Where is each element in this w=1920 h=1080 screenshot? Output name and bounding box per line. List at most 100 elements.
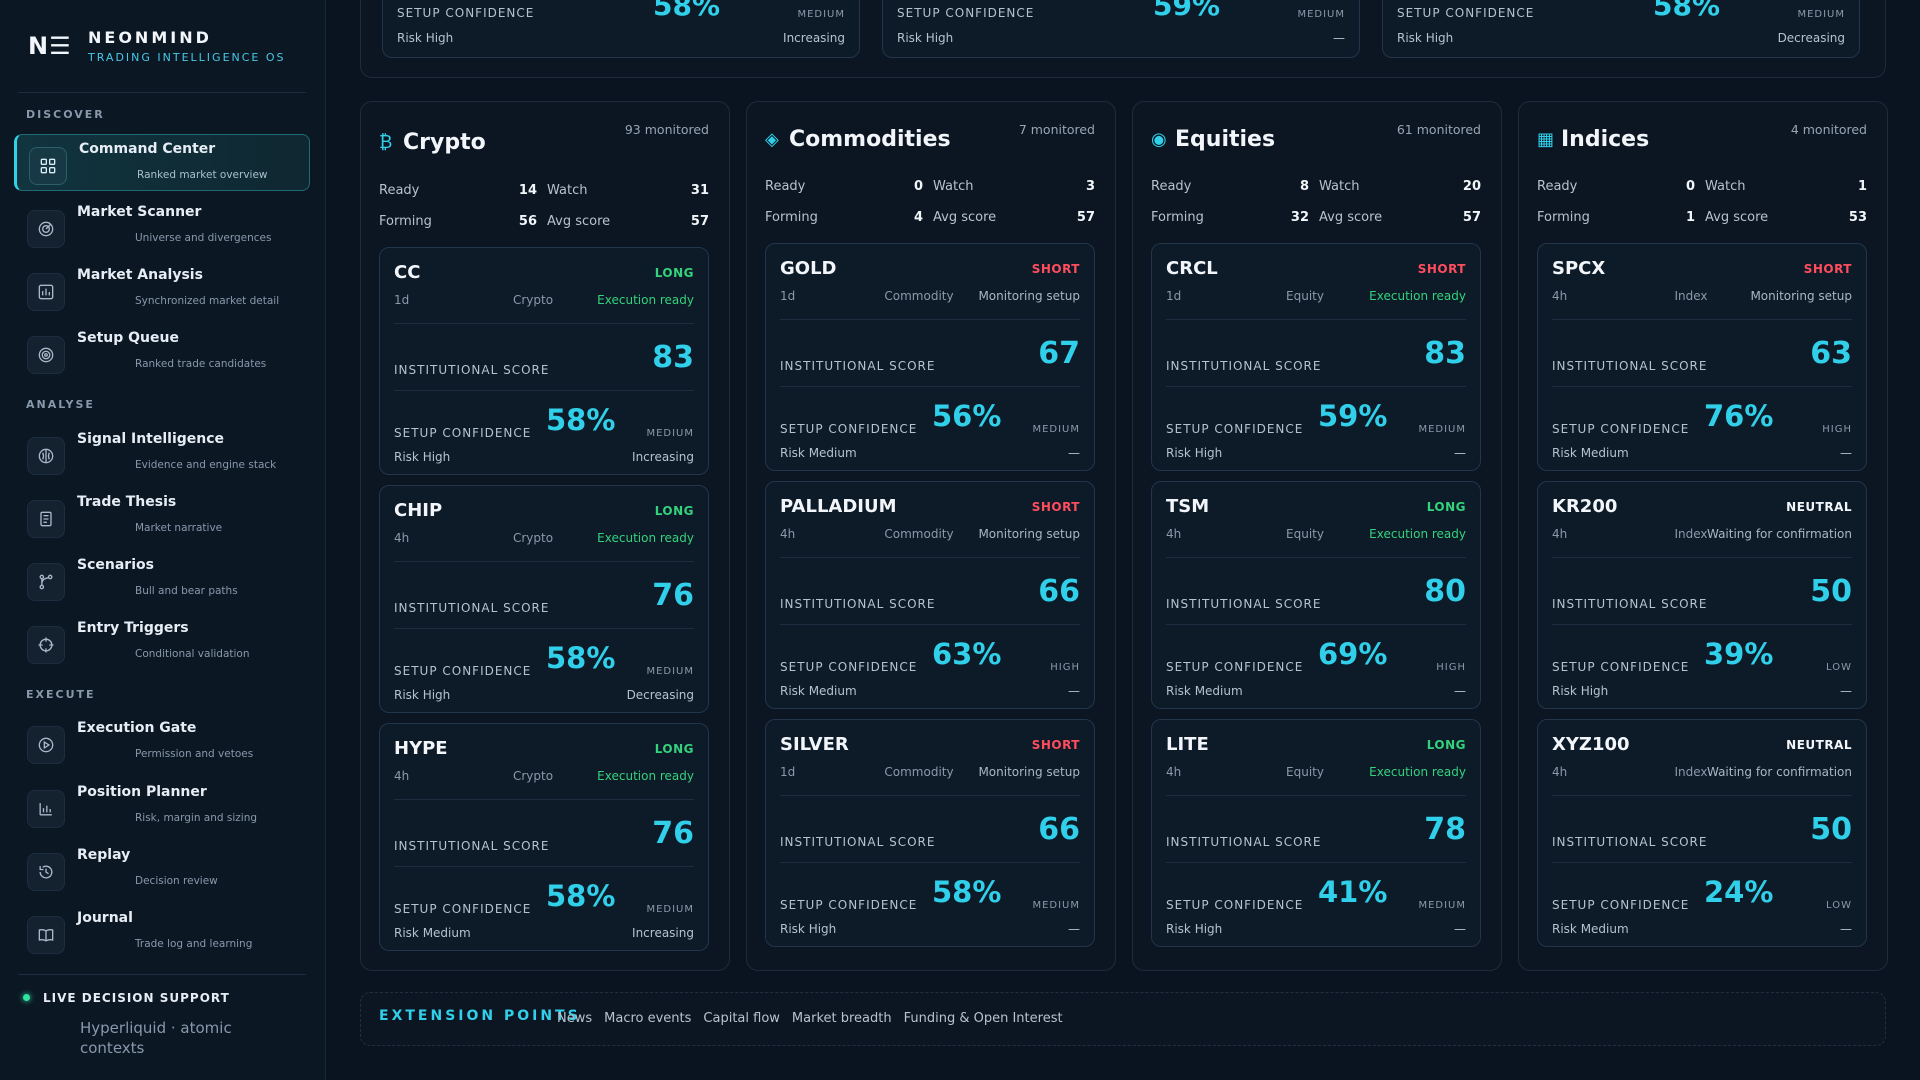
setup-card[interactable]: CRCL SHORT 1d Equity Execution ready INSTITUT…: [1151, 243, 1481, 471]
stat-label-avg-score: Avg score: [547, 214, 611, 229]
divider: [394, 866, 694, 867]
timeframe: 1d: [394, 293, 410, 307]
asset-class: Index: [1674, 289, 1708, 303]
institutional-score-label: INSTITUTIONAL SCORE: [780, 597, 936, 611]
book-icon: [27, 916, 65, 954]
sidebar-item-entry-triggers[interactable]: Entry Triggers Conditional validation: [14, 613, 310, 670]
direction-badge: LONG: [654, 504, 694, 518]
sidebar-item-setup-queue[interactable]: Setup Queue Ranked trade candidates: [14, 323, 310, 380]
sidebar-item-position-planner[interactable]: Position Planner Risk, margin and sizing: [14, 777, 310, 834]
setup-confidence-value: 69%: [1318, 637, 1388, 671]
setup-confidence-label: SETUP CONFIDENCE: [1166, 898, 1304, 912]
setup-confidence-value: 63%: [932, 637, 1002, 671]
institutional-score-label: INSTITUTIONAL SCORE: [394, 363, 550, 377]
setup-status: Waiting for confirmation: [1706, 527, 1852, 541]
sidebar-item-command-center[interactable]: Command Center Ranked market overview: [14, 134, 310, 191]
symbol: XYZ100: [1552, 734, 1630, 755]
setup-confidence-label: SETUP CONFIDENCE: [1552, 422, 1690, 436]
section-label-analyse: ANALYSE: [26, 398, 95, 411]
extension-link-funding-open-interest[interactable]: Funding & Open Interest: [903, 1011, 1063, 1026]
direction-badge: SHORT: [1803, 262, 1852, 276]
setup-status: Monitoring setup: [978, 289, 1080, 303]
sidebar-item-sub: Ranked trade candidates: [135, 358, 267, 370]
sidebar-item-title: Signal Intelligence: [77, 431, 225, 447]
asset-class: Equity: [1286, 527, 1324, 541]
institutional-score-label: INSTITUTIONAL SCORE: [1552, 835, 1708, 849]
column-title: Indices: [1561, 127, 1650, 152]
setup-confidence-label: SETUP CONFIDENCE: [897, 6, 1035, 20]
stat-value-watch: 31: [690, 183, 709, 198]
sidebar-item-trade-thesis[interactable]: Trade Thesis Market narrative: [14, 487, 310, 544]
timeframe: 1d: [780, 765, 796, 779]
monitored-count: 61 monitored: [1396, 122, 1481, 137]
divider: [18, 92, 306, 93]
direction-badge: LONG: [1426, 500, 1466, 514]
sidebar-item-market-scanner[interactable]: Market Scanner Universe and divergences: [14, 197, 310, 254]
divider: [780, 319, 1080, 320]
institutional-score-value: 67: [1038, 336, 1080, 371]
setup-confidence-label: SETUP CONFIDENCE: [394, 664, 532, 678]
setup-card[interactable]: SILVER SHORT 1d Commodity Monitoring setup IN…: [765, 719, 1095, 947]
divider: [394, 799, 694, 800]
top-setup-card[interactable]: SETUP CONFIDENCE 58% MEDIUM Risk High In…: [382, 0, 860, 58]
stat-value-forming: 4: [913, 210, 923, 225]
risk-label: Risk Medium: [394, 926, 471, 940]
extension-link-capital-flow[interactable]: Capital flow: [703, 1011, 780, 1026]
asset-class: Crypto: [512, 531, 554, 545]
setup-card[interactable]: TSM LONG 4h Equity Execution ready INSTITUTIO…: [1151, 481, 1481, 709]
top-setup-card[interactable]: SETUP CONFIDENCE 58% MEDIUM Risk High De…: [1382, 0, 1860, 58]
divider: [780, 862, 1080, 863]
sidebar-item-execution-gate[interactable]: Execution Gate Permission and vetoes: [14, 713, 310, 770]
divider: [1166, 557, 1466, 558]
sidebar-item-journal[interactable]: Journal Trade log and learning: [14, 903, 310, 960]
play-icon: [27, 726, 65, 764]
brand[interactable]: N☰ NEONMIND TRADING INTELLIGENCE OS: [28, 28, 286, 64]
institutional-score-label: INSTITUTIONAL SCORE: [1166, 359, 1322, 373]
extension-link-macro-events[interactable]: Macro events: [604, 1011, 692, 1026]
setup-confidence-value: 59%: [1153, 0, 1221, 22]
sidebar-item-scenarios[interactable]: Scenarios Bull and bear paths: [14, 550, 310, 607]
stat-value-ready: 0: [913, 179, 923, 194]
setup-card[interactable]: GOLD SHORT 1d Commodity Monitoring setup INST…: [765, 243, 1095, 471]
direction-badge: LONG: [654, 742, 694, 756]
setup-card[interactable]: PALLADIUM SHORT 4h Commodity Monitoring setu…: [765, 481, 1095, 709]
sidebar-item-sub: Conditional validation: [135, 648, 250, 660]
confidence-level: HIGH: [1822, 424, 1852, 435]
direction-badge: SHORT: [1031, 500, 1080, 514]
setup-card[interactable]: XYZ100 NEUTRAL 4h Index Waiting for confirma…: [1537, 719, 1867, 947]
risk-label: Risk Medium: [1552, 446, 1629, 460]
risk-label: Risk High: [1166, 446, 1223, 460]
symbol: LITE: [1166, 734, 1209, 755]
history-icon: [27, 853, 65, 891]
extension-link-market-breadth[interactable]: Market breadth: [791, 1011, 892, 1026]
setup-status: Monitoring setup: [1750, 289, 1852, 303]
live-subtitle: Hyperliquid · atomic contexts: [80, 1019, 232, 1057]
confidence-level: MEDIUM: [646, 904, 694, 915]
risk-label: Risk High: [1397, 31, 1454, 45]
trend-label: —: [1454, 446, 1466, 460]
setup-card[interactable]: LITE LONG 4h Equity Execution ready INSTITUTI…: [1151, 719, 1481, 947]
trend-label: Decreasing: [1777, 31, 1845, 45]
confidence-level: MEDIUM: [1032, 424, 1080, 435]
setup-confidence-label: SETUP CONFIDENCE: [397, 6, 535, 20]
sidebar-item-title: Journal: [77, 910, 133, 926]
sidebar-item-replay[interactable]: Replay Decision review: [14, 840, 310, 897]
diamond-icon: ◈: [765, 129, 779, 150]
divider: [780, 386, 1080, 387]
timeframe: 4h: [1552, 765, 1568, 779]
symbol: CC: [394, 262, 421, 283]
top-setup-card[interactable]: SETUP CONFIDENCE 59% MEDIUM Risk High —: [882, 0, 1360, 58]
setup-card[interactable]: KR200 NEUTRAL 4h Index Waiting for confirmat…: [1537, 481, 1867, 709]
setup-card[interactable]: CHIP LONG 4h Crypto Execution ready INSTITUTI…: [379, 485, 709, 713]
institutional-score-label: INSTITUTIONAL SCORE: [1166, 835, 1322, 849]
extension-link-news[interactable]: News: [557, 1011, 593, 1026]
setup-card[interactable]: CC LONG 1d Crypto Execution ready INSTITUTION…: [379, 247, 709, 475]
setup-confidence-value: 56%: [932, 399, 1002, 433]
risk-label: Risk Medium: [1166, 684, 1243, 698]
sidebar-item-signal-intelligence[interactable]: Signal Intelligence Evidence and engine …: [14, 424, 310, 481]
setup-card[interactable]: HYPE LONG 4h Crypto Execution ready INSTITUTI…: [379, 723, 709, 951]
stat-value-watch: 3: [1085, 179, 1095, 194]
setup-card[interactable]: SPCX SHORT 4h Index Monitoring setup INSTITUT…: [1537, 243, 1867, 471]
sidebar-item-market-analysis[interactable]: Market Analysis Synchronized market deta…: [14, 260, 310, 317]
sidebar-item-title: Market Scanner: [77, 204, 202, 220]
